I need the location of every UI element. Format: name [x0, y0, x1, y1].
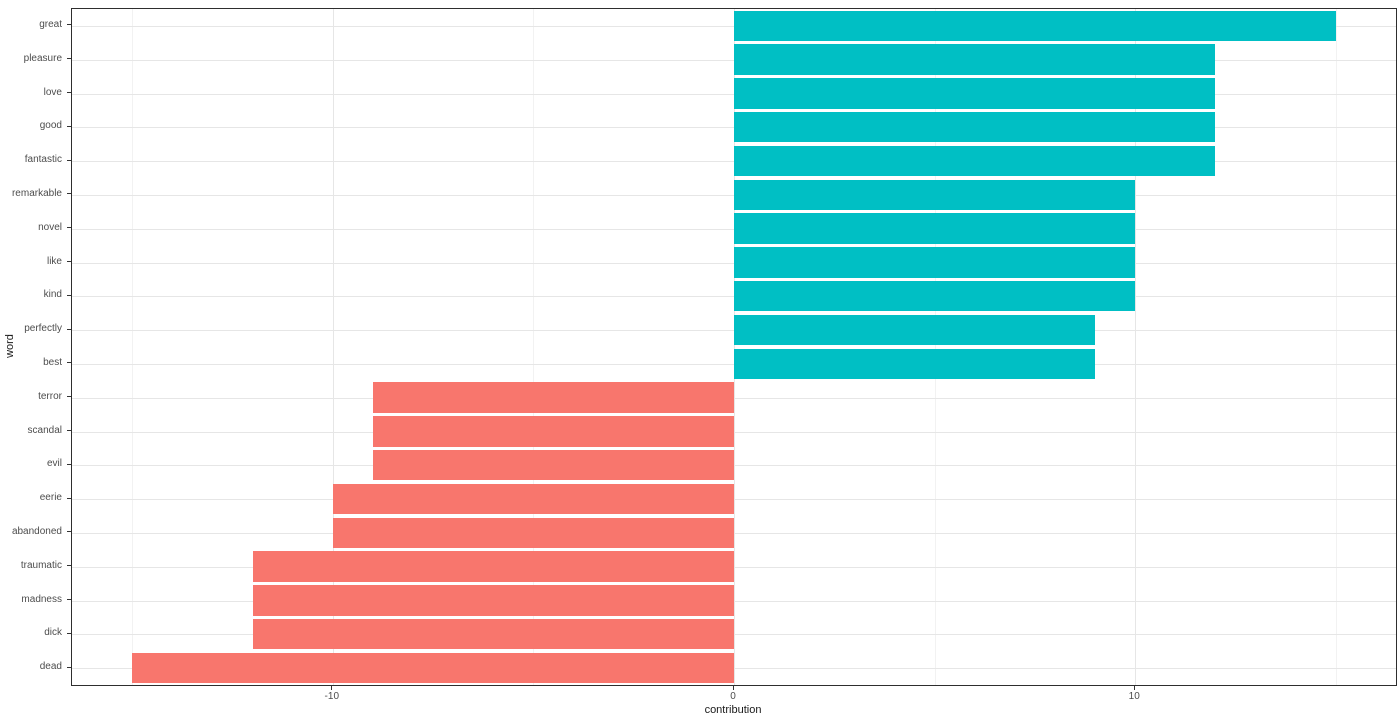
y-tick-mark: [67, 430, 71, 431]
y-tick-label: eerie: [39, 492, 62, 504]
y-tick-label: love: [43, 86, 62, 98]
y-tick-label: good: [39, 120, 62, 132]
gridline-minor-vertical: [533, 9, 535, 685]
bar-dead: [132, 652, 734, 684]
gridline-major-horizontal: [72, 634, 1396, 636]
gridline-major-horizontal: [72, 499, 1396, 501]
bar-perfectly: [734, 314, 1096, 346]
bar-novel: [734, 213, 1136, 244]
y-tick-mark: [67, 599, 71, 600]
y-tick-mark: [67, 227, 71, 229]
bar-good: [734, 112, 1216, 143]
y-tick-label: perfectly: [24, 323, 62, 335]
y-tick-mark: [67, 497, 71, 499]
y-tick-label: remarkable: [11, 187, 62, 199]
bar-fantastic: [734, 145, 1216, 177]
bar-eerie: [332, 483, 734, 515]
y-tick-label: best: [43, 356, 62, 368]
bar-madness: [252, 585, 734, 616]
y-tick-label: kind: [43, 289, 62, 301]
y-tick-label: madness: [21, 593, 62, 605]
bar-evil: [372, 450, 734, 481]
y-tick-mark: [67, 125, 71, 127]
bar-remarkable: [734, 179, 1136, 211]
bar-great: [734, 10, 1336, 42]
x-tick-label: 0: [730, 691, 736, 702]
gridline-major-horizontal: [72, 532, 1396, 534]
y-tick-mark: [67, 58, 71, 60]
y-tick-mark: [67, 193, 71, 195]
gridline-major-horizontal: [72, 600, 1396, 602]
y-tick-mark: [67, 396, 71, 398]
bar-terror: [372, 382, 734, 413]
y-tick-label: scandal: [27, 424, 62, 436]
y-tick-label: traumatic: [20, 559, 62, 571]
y-tick-label: novel: [38, 221, 62, 233]
y-tick-mark: [67, 632, 71, 634]
y-tick-mark: [67, 666, 71, 668]
y-tick-label: fantastic: [24, 154, 62, 166]
y-tick-mark: [67, 261, 71, 262]
y-tick-label: abandoned: [11, 525, 62, 537]
gridline-major-horizontal: [72, 431, 1396, 433]
x-tick-label: 10: [1128, 691, 1140, 702]
x-tick-mark: [1133, 686, 1135, 690]
gridline-major-vertical: [734, 9, 735, 685]
x-tick-mark: [331, 686, 333, 690]
y-tick-label: dead: [39, 661, 62, 673]
x-tick-mark: [732, 686, 734, 690]
gridline-major-vertical: [1135, 9, 1137, 685]
bar-pleasure: [734, 44, 1216, 75]
y-tick-mark: [67, 565, 71, 567]
gridline-minor-vertical: [132, 9, 134, 685]
y-tick-mark: [67, 294, 71, 296]
bar-dick: [252, 619, 734, 650]
y-tick-mark: [67, 328, 71, 330]
gridline-minor-vertical: [934, 9, 936, 685]
y-tick-mark: [67, 362, 71, 364]
gridline-major-horizontal: [72, 668, 1396, 670]
bar-traumatic: [252, 551, 734, 582]
y-tick-label: pleasure: [23, 52, 62, 64]
gridline-minor-vertical: [1335, 9, 1337, 685]
y-tick-mark: [67, 24, 71, 26]
y-tick-mark: [67, 463, 71, 465]
y-tick-mark: [67, 159, 71, 161]
y-tick-label: dick: [44, 627, 62, 639]
gridline-major-horizontal: [72, 566, 1396, 568]
y-tick-mark: [67, 531, 71, 533]
gridline-major-horizontal: [72, 397, 1396, 399]
y-tick-label: great: [39, 18, 62, 30]
x-tick-label: -10: [324, 691, 339, 702]
plot-panel: [71, 8, 1397, 686]
bar-scandal: [372, 416, 734, 447]
y-tick-mark: [67, 92, 71, 93]
bar-abandoned: [332, 517, 734, 549]
y-tick-label: evil: [46, 458, 62, 470]
bar-like: [734, 247, 1136, 278]
gridline-major-vertical: [332, 9, 334, 685]
y-tick-label: like: [46, 255, 62, 267]
bar-kind: [734, 281, 1136, 312]
gridline-major-horizontal: [72, 465, 1396, 467]
y-axis-title: word: [4, 334, 16, 358]
bar-best: [734, 348, 1096, 380]
x-axis-title: contribution: [704, 704, 762, 716]
y-tick-label: terror: [38, 390, 62, 402]
bar-love: [734, 78, 1216, 109]
